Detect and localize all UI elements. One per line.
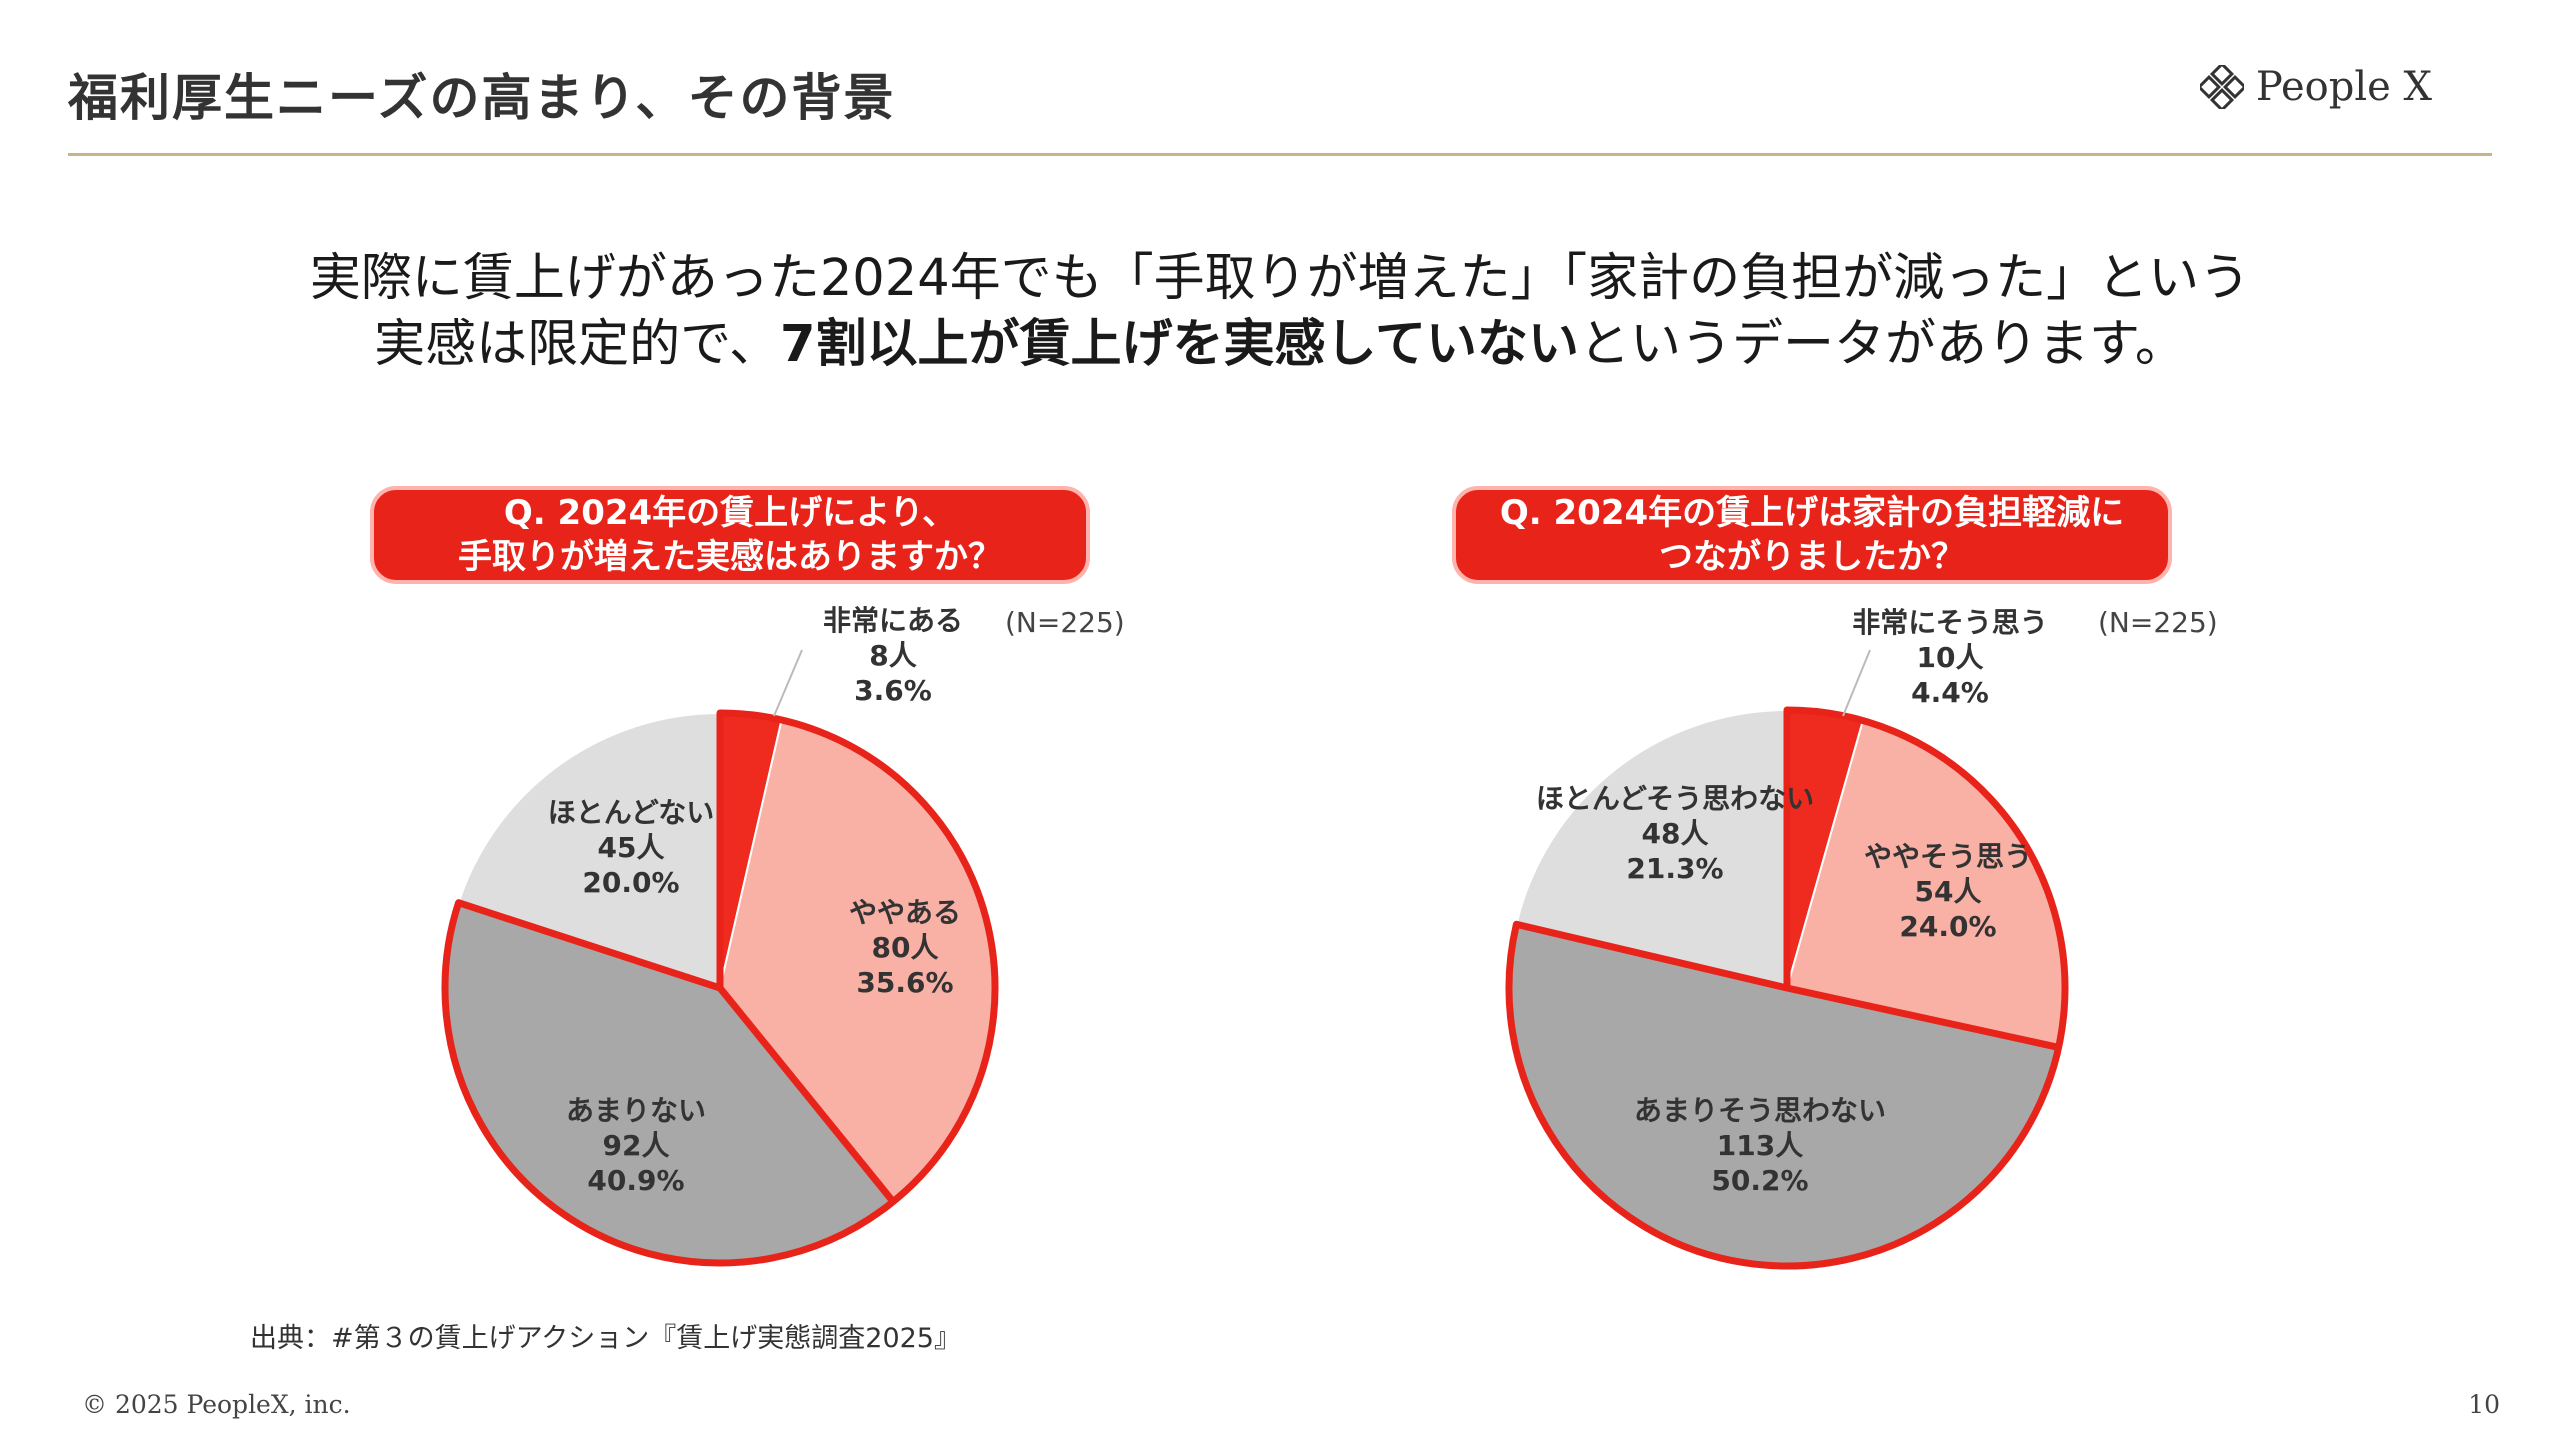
chart1-question-box: Q. 2024年の賃上げにより、 手取りが増えた実感はありますか？ [370, 486, 1090, 584]
source-note: 出典：#第３の賃上げアクション『賃上げ実態調査2025』 [250, 1323, 961, 1354]
lead-line-2-pre: 実感は限定的で、 [374, 315, 781, 374]
chart1-leader-line [773, 649, 803, 717]
brand-logo: People X [2199, 64, 2432, 110]
header-divider [68, 153, 2492, 156]
chart2-question-line-1: Q. 2024年の賃上げは家計の負担軽減に [1499, 493, 2125, 533]
chart1-highlight-outline [441, 709, 999, 1267]
footer-copyright: © 2025 PeopleX, inc. [82, 1390, 351, 1419]
chart1-n-label: (N=225) [1005, 606, 1125, 639]
chart1-slice-4-label: ほとんどない 45人 20.0% [548, 796, 715, 899]
page-number: 10 [2468, 1390, 2500, 1419]
chart2-n-label: (N=225) [2098, 606, 2218, 639]
lead-line-1: 実際に賃上げがあった2024年でも「手取りが増えた」「家計の負担が減った」という [309, 249, 2251, 308]
chart2-slice-4-label: ほとんどそう思わない 48人 21.3% [1536, 782, 1814, 885]
chart2-leader-line [1842, 649, 1871, 717]
lead-line-2: 実感は限定的で、7割以上が賃上げを実感していないというデータがあります。 [0, 312, 2560, 378]
chart2-question-line-2: つながりましたか？ [1659, 537, 1965, 577]
chart1-slice-1-label: 非常にある 8人 3.6% [823, 604, 963, 707]
chart2-slice-1-label: 非常にそう思う 10人 4.4% [1852, 606, 2047, 709]
lead-line-2-highlight: 7割以上が賃上げを実感していない [780, 315, 1580, 374]
chart2-slice-4 [1515, 708, 1788, 990]
chart1-highlight-divider [717, 985, 896, 1204]
page-title: 福利厚生ニーズの高まり、その背景 [68, 69, 896, 127]
chart2-slice-3-label: あまりそう思わない 113人 50.2% [1634, 1094, 1886, 1197]
chart1-question-line-1: Q. 2024年の賃上げにより、 [503, 493, 957, 533]
lead-text: 実際に賃上げがあった2024年でも「手取りが増えた」「家計の負担が減った」という… [0, 246, 2560, 378]
brand-name: People X [2255, 64, 2432, 110]
chart2-highlight-divider [1786, 984, 2060, 1051]
chart2-slice-2-label: ややそう思う 54人 24.0% [1864, 840, 2032, 943]
chart2-highlight-outline [1505, 706, 2069, 1270]
lead-line-2-post: というデータがあります。 [1579, 315, 2186, 374]
chart1-question-line-2: 手取りが増えた実感はありますか？ [458, 537, 1002, 577]
chart2-question-box: Q. 2024年の賃上げは家計の負担軽減に つながりましたか？ [1452, 486, 2172, 584]
peoplex-logo-icon [2199, 65, 2244, 109]
chart1-slice-2-label: ややある 80人 35.6% [849, 896, 961, 999]
chart1-slice-3-label: あまりない 92人 40.9% [566, 1094, 706, 1197]
chart1-slice-4 [457, 711, 721, 990]
pie-charts: 非常にある 8人 3.6% ややある 80人 35.6% あまりない 92人 40.9% ほとんど… [441, 604, 2069, 1270]
